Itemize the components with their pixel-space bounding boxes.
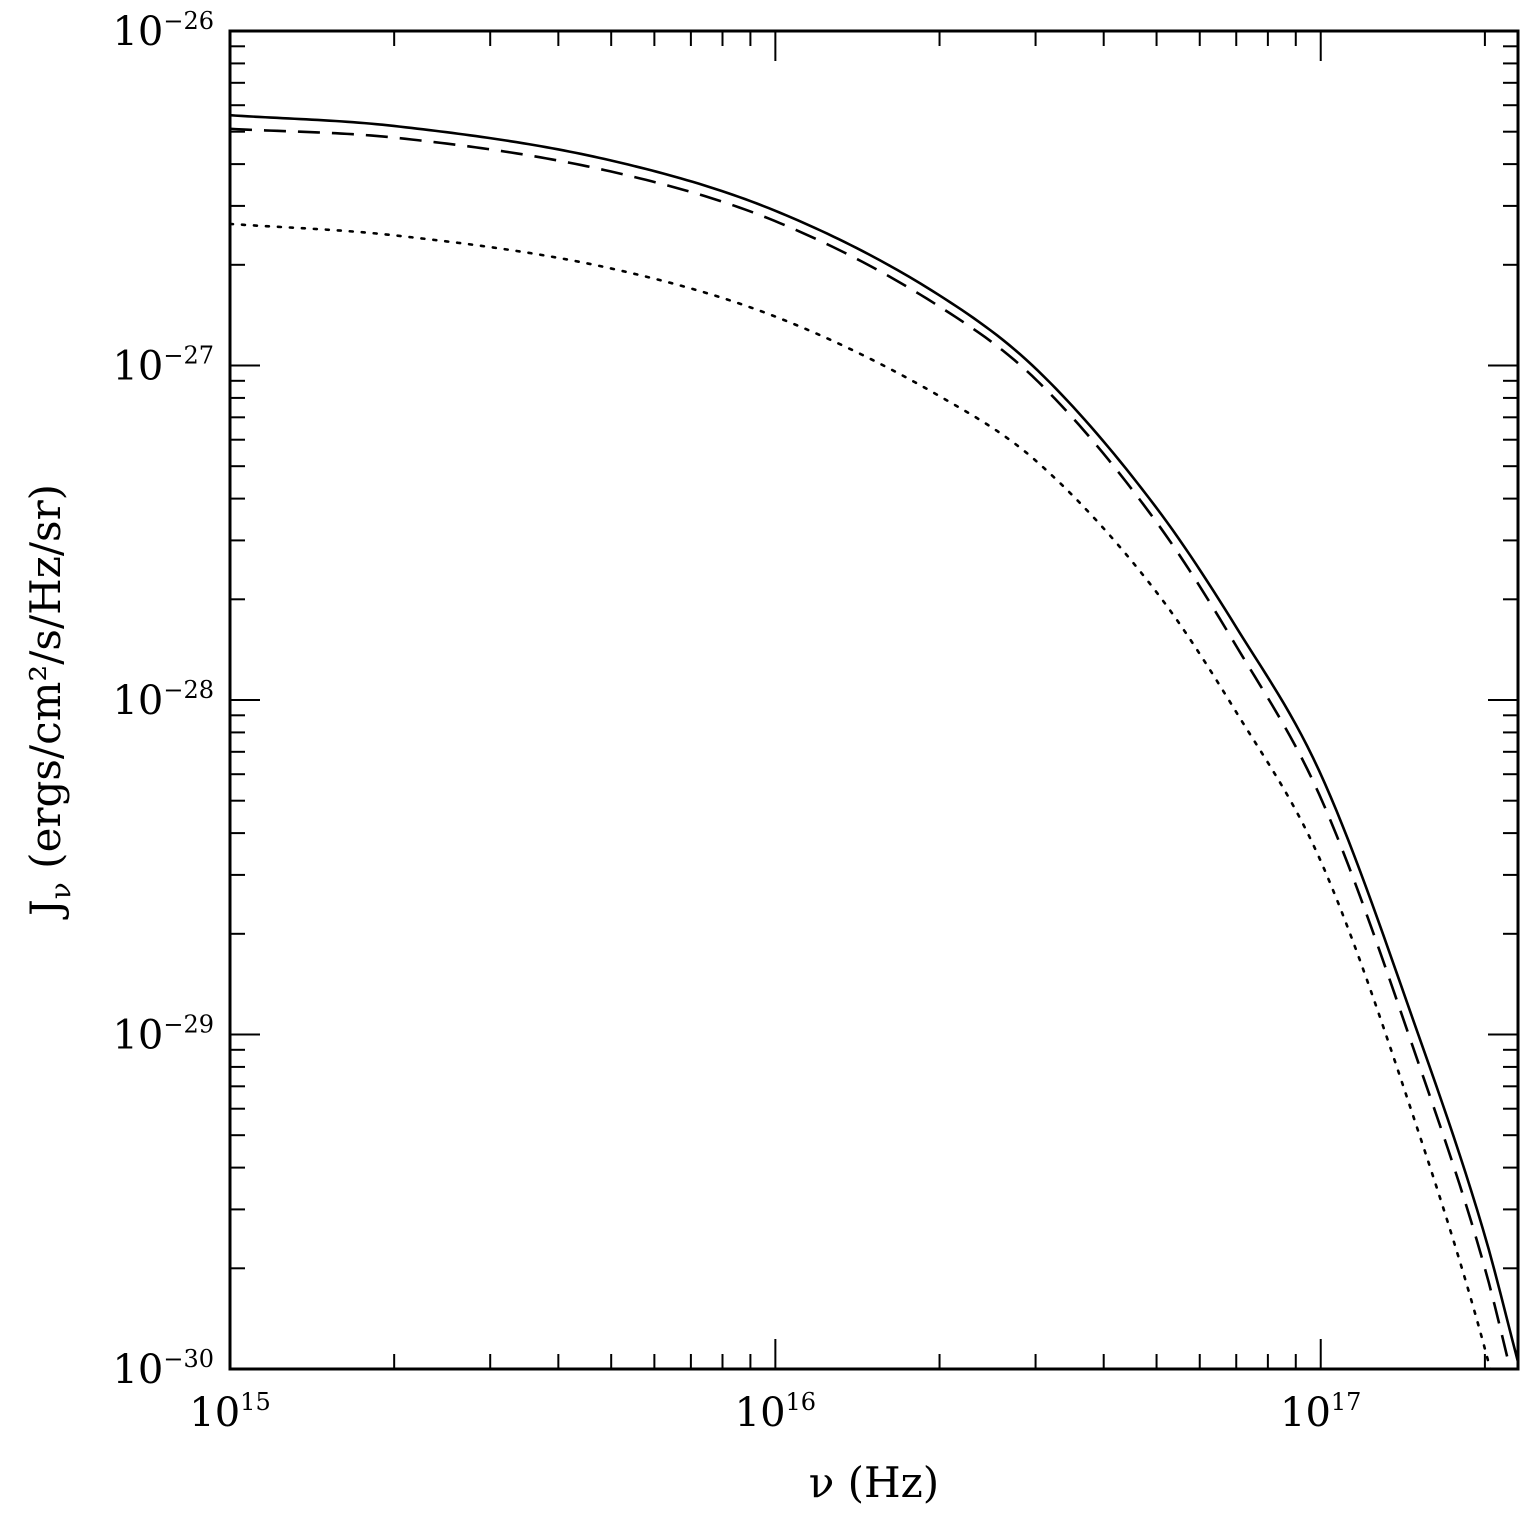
ticks-layer <box>229 30 1518 1370</box>
y-tick-label: 10−26 <box>112 7 214 55</box>
x-axis-label: ν (Hz) <box>809 1458 939 1507</box>
y-axis-label: Jν (ergs/cm²/s/Hz/sr) <box>21 484 77 920</box>
y-tick-label: 10−28 <box>112 676 214 724</box>
y-tick-label: 10−29 <box>112 1011 214 1059</box>
y-axis-label-sub: ν <box>44 882 77 899</box>
y-tick-label: 10−30 <box>112 1345 214 1393</box>
x-tick-label: 1016 <box>735 1388 816 1436</box>
y-axis-label-main: J <box>21 899 70 920</box>
y-tick-label: 10−27 <box>112 342 214 390</box>
series-layer <box>230 113 1518 1369</box>
series-line-dotted <box>230 222 1492 1369</box>
plot-frame <box>228 29 1520 1371</box>
x-tick-label: 1015 <box>189 1388 270 1436</box>
y-axis-label-rest: (ergs/cm²/s/Hz/sr) <box>21 484 70 882</box>
series-line-solid <box>230 113 1518 1363</box>
series-line-dashed <box>230 127 1512 1369</box>
x-tick-label: 1017 <box>1280 1388 1361 1436</box>
labels-layer: 1015 1016 1017 10−26 10−27 10−28 10−29 10−30 <box>112 7 1361 1436</box>
